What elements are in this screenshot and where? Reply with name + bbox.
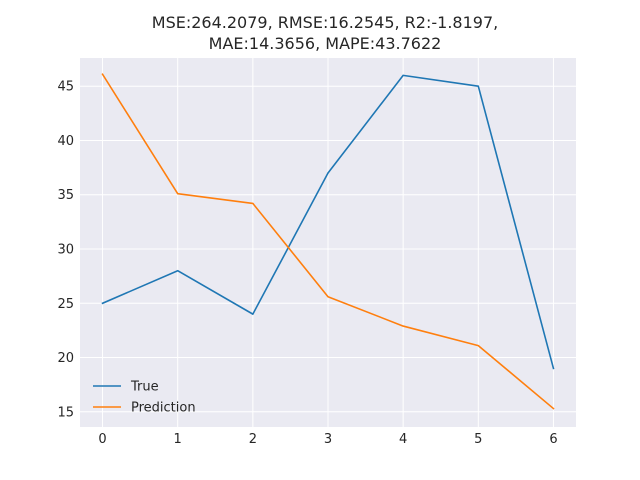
y-tick-label: 40	[57, 134, 74, 149]
legend: True Prediction	[93, 380, 196, 416]
y-tick-label: 15	[57, 405, 74, 420]
x-tick-label: 0	[98, 432, 106, 447]
y-tick-label: 30	[57, 243, 74, 258]
y-tick-label: 20	[57, 351, 74, 366]
series-line-true	[101, 74, 555, 370]
x-tick-label: 4	[399, 432, 407, 447]
gridlines	[80, 58, 576, 427]
y-tick-label: 25	[57, 297, 74, 312]
chart-title-line-1: MSE:264.2079, RMSE:16.2545, R2:-1.8197,	[152, 13, 498, 32]
x-tick-label: 6	[549, 432, 557, 447]
series-layer	[101, 73, 555, 410]
series-line-prediction	[101, 73, 555, 410]
chart-title-line-2: MAE:14.3656, MAPE:43.7622	[209, 34, 442, 53]
legend-label: True	[130, 380, 159, 395]
y-tick-label: 35	[57, 188, 74, 203]
x-tick-label: 1	[174, 432, 182, 447]
x-tick-label: 5	[474, 432, 482, 447]
y-tick-label: 45	[57, 80, 74, 95]
x-tick-label: 2	[249, 432, 257, 447]
y-axis-ticks: 15 20 25 30 35 40 45	[57, 80, 74, 421]
x-axis-ticks: 0 1 2 3 4 5 6	[98, 432, 557, 447]
legend-label: Prediction	[131, 401, 196, 416]
x-tick-label: 3	[324, 432, 332, 447]
